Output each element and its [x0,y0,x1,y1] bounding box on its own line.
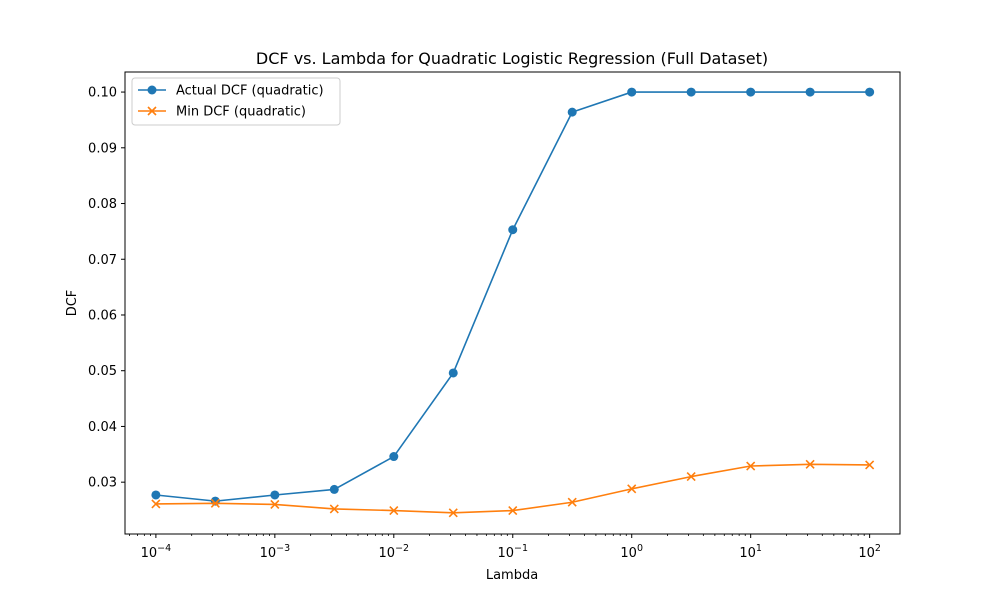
x-axis-label: Lambda [486,568,538,583]
plot-area [151,87,875,518]
y-tick-label: 0.05 [88,364,117,379]
data-point [508,506,518,516]
data-point [865,87,875,97]
data-point [210,498,220,508]
data-point [329,484,339,494]
y-tick-label: 0.08 [88,197,117,212]
data-point [746,461,756,471]
legend-marker [147,85,157,95]
data-point [686,87,696,97]
data-point [627,484,637,494]
y-tick-label: 0.07 [88,253,117,268]
data-point [389,506,399,516]
legend-label: Min DCF (quadratic) [176,105,306,120]
x-tick-label: 10−2 [379,543,410,561]
x-tick-label: 101 [739,543,762,561]
x-tick-label: 100 [620,543,643,561]
y-tick-label: 0.04 [88,420,117,435]
data-point [329,504,339,514]
legend-marker [147,106,157,116]
legend-label: Actual DCF (quadratic) [176,84,324,99]
data-point [270,490,280,500]
x-axis: 10−4 10−3 10−2 10−1 100 101 102 [129,534,881,561]
data-point [567,497,577,507]
data-point [270,499,280,510]
data-point [746,87,756,97]
data-point [865,460,875,470]
x-tick-label: 10−4 [141,543,172,561]
y-axis: 0.03 0.04 0.05 0.06 0.07 0.08 0.09 0.10 [88,86,125,491]
x-tick-label: 10−1 [497,543,528,561]
data-point [448,508,458,518]
data-point [805,459,815,469]
data-point [805,87,815,97]
x-tick-label: 10−3 [260,543,291,561]
data-point [151,499,161,509]
data-point [508,225,518,235]
y-tick-label: 0.03 [88,476,117,491]
data-point [567,107,577,117]
legend: Actual DCF (quadratic) Min DCF (quadratic… [131,77,341,126]
data-point [151,490,161,500]
y-axis-label: DCF [65,290,80,317]
y-tick-label: 0.10 [88,86,117,101]
data-point [627,87,637,97]
y-tick-label: 0.09 [88,141,117,156]
legend-box [131,77,341,126]
data-point [686,472,696,482]
data-point [389,452,399,462]
x-tick-label: 102 [858,543,881,561]
chart-title: DCF vs. Lambda for Quadratic Logistic Re… [256,49,768,68]
y-tick-label: 0.06 [88,308,117,323]
data-point [448,368,458,378]
